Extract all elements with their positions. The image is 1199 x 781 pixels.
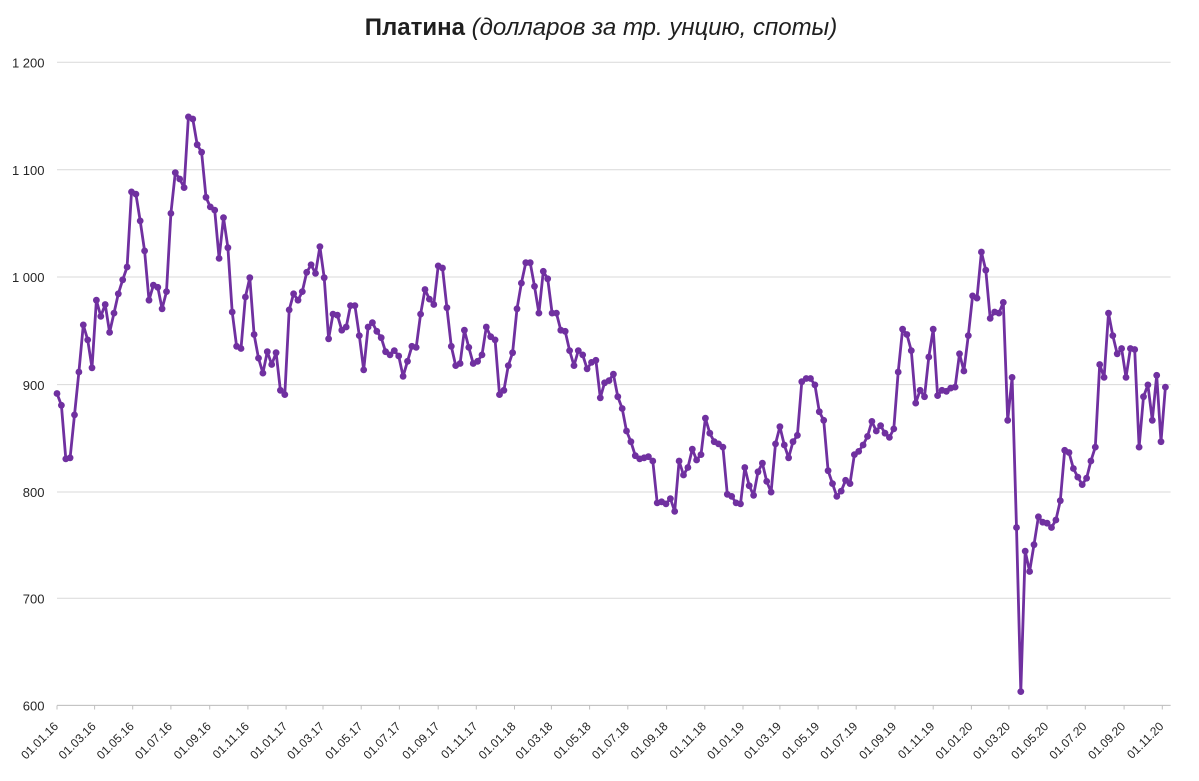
svg-text:800: 800	[23, 485, 45, 500]
svg-text:Платина (долларов за тр. унцию: Платина (долларов за тр. унцию, споты)	[365, 14, 837, 41]
svg-text:1 000: 1 000	[12, 270, 45, 285]
svg-text:1 200: 1 200	[12, 55, 45, 70]
svg-text:600: 600	[23, 699, 45, 714]
svg-text:1 100: 1 100	[12, 163, 45, 178]
svg-text:700: 700	[23, 592, 45, 607]
svg-text:900: 900	[23, 378, 45, 393]
